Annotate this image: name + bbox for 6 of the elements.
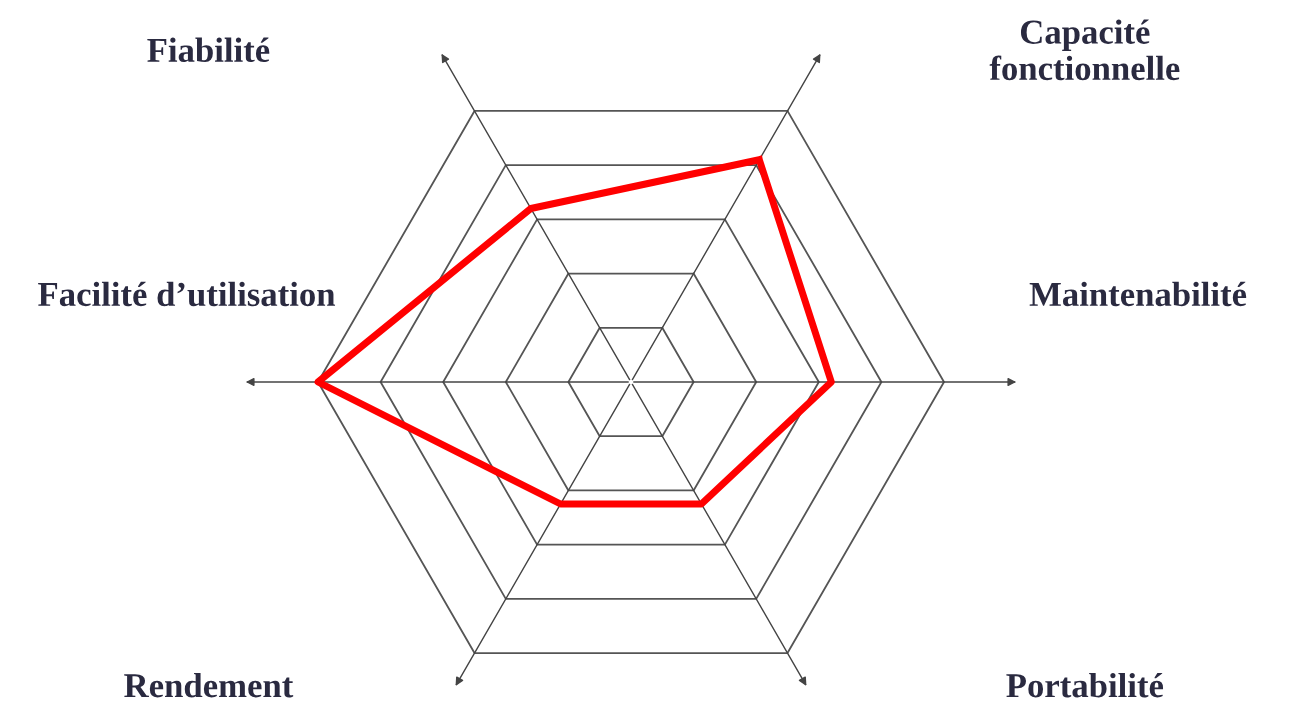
spoke-label: Facilité d’utilisation bbox=[38, 281, 336, 307]
spoke-label: Capacité fonctionnelle bbox=[989, 19, 1180, 81]
spoke-label: Portabilité bbox=[1006, 672, 1164, 698]
spoke-label: Maintenabilité bbox=[1029, 281, 1247, 307]
spoke-label: Rendement bbox=[124, 673, 294, 698]
spoke-label: Fiabilité bbox=[147, 37, 270, 63]
